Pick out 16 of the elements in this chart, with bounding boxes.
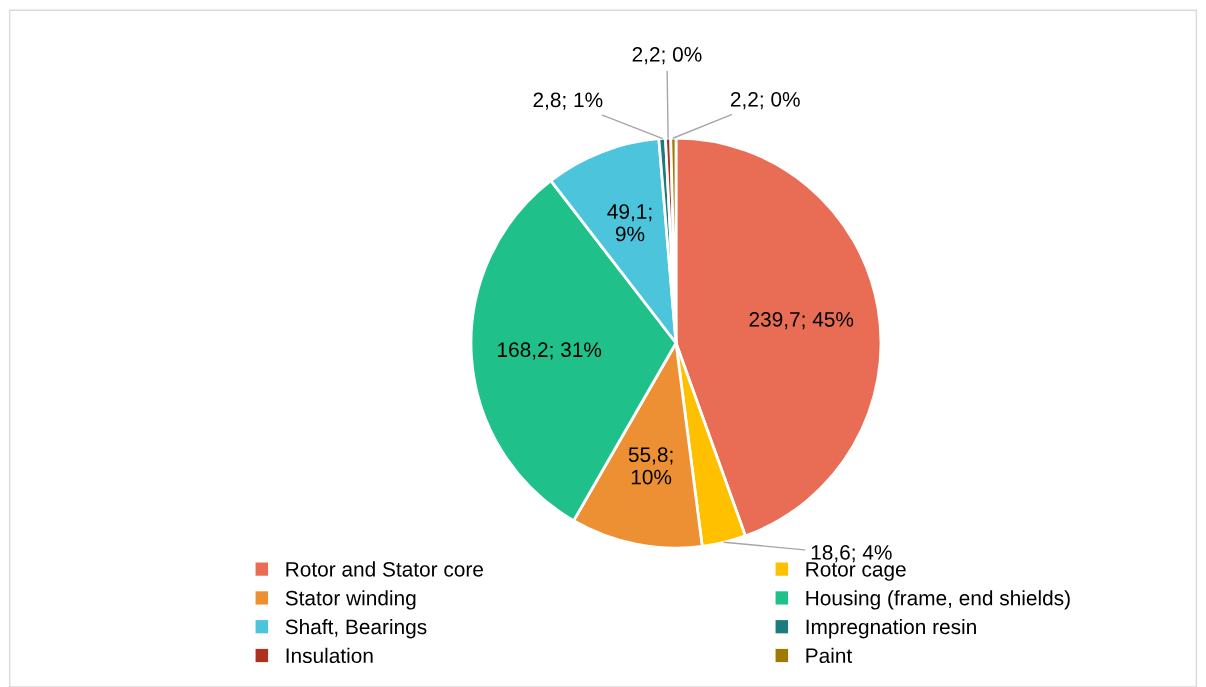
data-label: 168,2; 31% [498, 342, 602, 360]
data-label: 2,2; 0% [632, 47, 702, 65]
legend-label: Insulation [286, 647, 373, 664]
legend-label: Paint [806, 647, 853, 664]
legend-label: Rotor cage [806, 562, 906, 581]
data-label: 2,2; 0% [730, 91, 800, 110]
legend-label: Stator winding [285, 590, 416, 610]
data-label: 55,8; 10% [628, 447, 673, 485]
legend-label: Housing (frame, end shields) [806, 590, 1070, 610]
data-label: 18,6; 4% [811, 545, 892, 563]
data-label: 239,7; 45% [749, 312, 854, 330]
legend-label: Impregnation resin [806, 618, 976, 639]
data-label: 49,1; 9% [607, 204, 652, 242]
legend-label: Rotor and Stator core [286, 561, 483, 577]
legend-label: Shaft, Bearings [285, 618, 427, 639]
data-label: 2,8; 1% [533, 92, 603, 110]
